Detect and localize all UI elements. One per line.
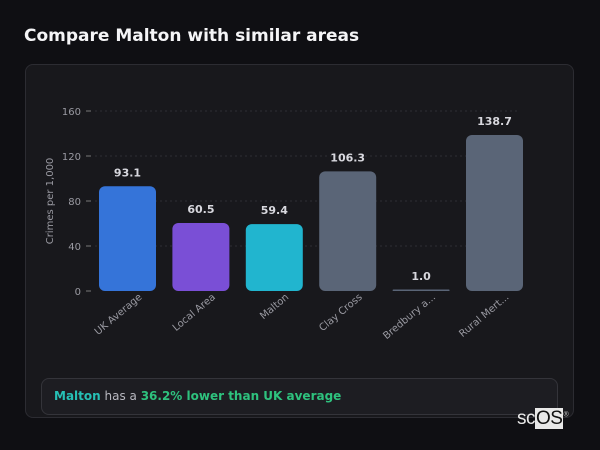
y-tick-label: 80 bbox=[68, 197, 81, 208]
data-label: 1.0 bbox=[411, 270, 431, 283]
scos-logo: scOS® bbox=[517, 408, 569, 429]
x-tick-label: Bredbury a... bbox=[381, 292, 438, 342]
data-label: 60.5 bbox=[187, 203, 214, 216]
bar-3 bbox=[319, 171, 377, 291]
summary-banner: Malton has a 36.2% lower than UK average bbox=[41, 378, 558, 415]
y-axis-label: Crimes per 1,000 bbox=[45, 158, 56, 245]
y-tick-label: 40 bbox=[68, 242, 81, 253]
bar-5 bbox=[466, 134, 523, 291]
x-tick-label: Rural Mert... bbox=[457, 292, 511, 340]
y-tick-label: 0 bbox=[75, 287, 81, 298]
x-tick-label: Clay Cross bbox=[317, 292, 364, 334]
summary-middle: has a bbox=[100, 389, 141, 403]
x-tick-label: Malton bbox=[258, 292, 291, 322]
summary-comparison: 36.2% lower than UK average bbox=[140, 389, 342, 403]
data-label: 93.1 bbox=[114, 166, 141, 179]
x-tick-label: Local Area bbox=[171, 292, 218, 334]
y-tick-label: 160 bbox=[62, 107, 81, 118]
summary-area: Malton bbox=[54, 389, 101, 403]
bar-2 bbox=[245, 224, 303, 291]
y-tick-label: 120 bbox=[62, 152, 81, 163]
data-label: 106.3 bbox=[330, 151, 365, 164]
x-tick-label: UK Average bbox=[93, 292, 145, 338]
page-title: Compare Malton with similar areas bbox=[24, 26, 360, 46]
bar-1 bbox=[172, 222, 230, 291]
bar-0 bbox=[99, 186, 156, 291]
data-label: 138.7 bbox=[477, 115, 512, 128]
bar-4 bbox=[392, 289, 450, 291]
data-label: 59.4 bbox=[261, 204, 288, 217]
